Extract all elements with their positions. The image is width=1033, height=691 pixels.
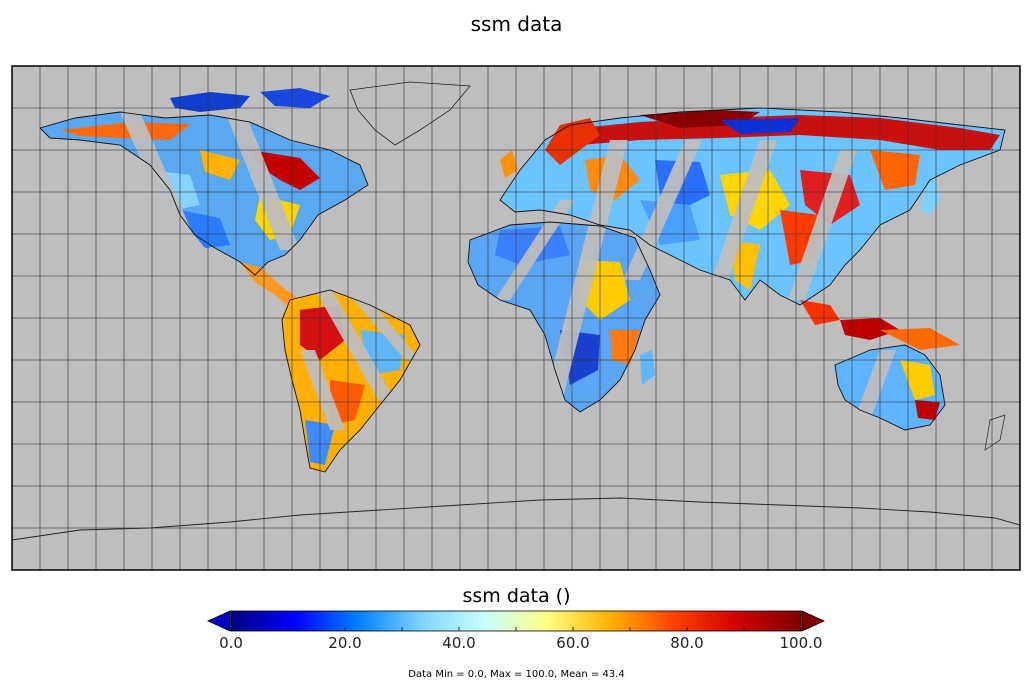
- greenland: [349, 81, 471, 146]
- antarctica: [12, 497, 1020, 541]
- colorbar-title: ssm data (): [462, 585, 571, 607]
- data-statistics: Data Min = 0.0, Max = 100.0, Mean = 43.4: [408, 669, 625, 680]
- central-america: [240, 262, 305, 315]
- colorbar-low-extend-arrow: [207, 610, 231, 632]
- colorbar-tick-label: 0.0: [219, 634, 243, 652]
- coastlines: [39, 107, 1006, 473]
- colorbar-tick-label: 100.0: [779, 634, 823, 652]
- graticule: [12, 66, 1020, 570]
- colorbar-tick-label: 20.0: [328, 634, 362, 652]
- colorbar-tick-label: 80.0: [670, 634, 704, 652]
- colorbar-tick-label: 60.0: [556, 634, 590, 652]
- colorbar-high-extend-arrow: [801, 610, 825, 632]
- map-title: ssm data: [470, 12, 563, 36]
- map-frame: [11, 65, 1021, 571]
- swath-gaps: [120, 112, 896, 430]
- colorbar-tick-label: 40.0: [442, 634, 476, 652]
